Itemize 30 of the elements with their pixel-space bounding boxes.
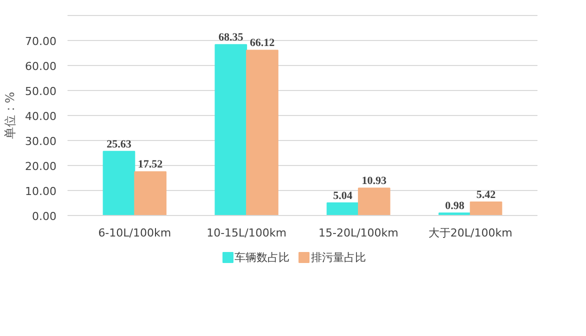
y-axis-title: 单位：% [3,92,18,140]
y-tick-label: 60.00 [25,60,57,73]
x-tick-label: 15-20L/100km [318,226,398,240]
data-label: 66.12 [250,37,276,50]
bar [470,201,502,216]
y-tick-label: 30.00 [25,135,57,148]
y-tick-label: 10.00 [25,185,57,198]
x-tick-label: 6-10L/100km [98,226,172,240]
data-label: 17.52 [138,158,164,171]
y-tick-label: 20.00 [25,160,57,173]
bar [102,150,136,216]
legend-label: 排污量占比 [310,251,366,264]
bar [214,44,248,216]
x-tick-label: 大于20L/100km [428,226,512,240]
bar [326,202,359,216]
bar [134,171,166,216]
data-label: 5.42 [476,188,496,201]
y-tick-label: 0.00 [32,210,57,223]
data-label: 0.98 [445,200,465,212]
data-label: 10.93 [362,175,387,188]
data-label: 25.63 [106,138,132,150]
bar [246,50,278,216]
data-label: 5.04 [333,190,353,202]
x-tick-label: 10-15L/100km [206,226,286,240]
data-label: 68.35 [218,32,244,44]
bar [358,188,390,216]
y-tick-label: 70.00 [25,35,57,48]
y-tick-label: 40.00 [25,110,57,123]
y-tick-label: 50.00 [25,85,57,98]
legend-label: 车辆数占比 [234,251,290,264]
